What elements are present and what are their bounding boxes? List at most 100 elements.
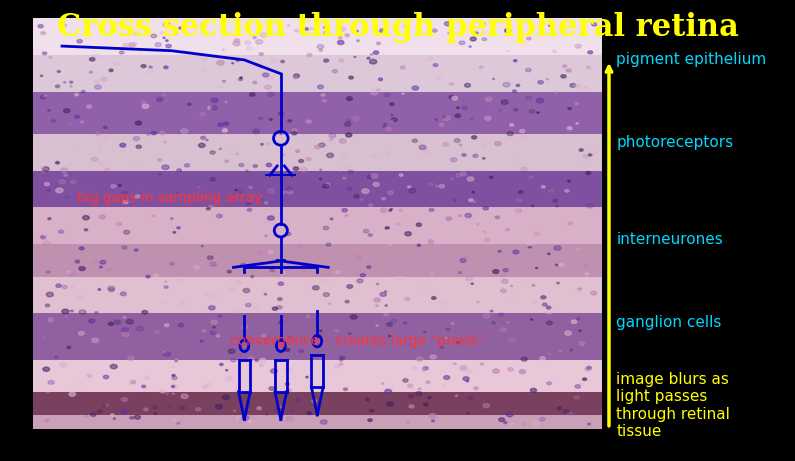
Circle shape [59, 180, 66, 184]
Circle shape [546, 79, 549, 80]
Circle shape [466, 277, 472, 281]
Circle shape [568, 127, 572, 130]
Circle shape [69, 392, 76, 396]
Circle shape [454, 139, 460, 142]
Circle shape [525, 68, 531, 72]
Circle shape [363, 230, 369, 233]
Circle shape [576, 103, 579, 105]
Circle shape [294, 29, 299, 32]
Circle shape [179, 27, 182, 29]
Circle shape [519, 370, 525, 374]
Circle shape [268, 92, 274, 96]
Circle shape [510, 296, 514, 298]
Circle shape [428, 396, 431, 398]
Circle shape [389, 336, 390, 337]
Circle shape [385, 389, 391, 393]
Circle shape [245, 41, 250, 45]
Circle shape [389, 210, 391, 211]
Circle shape [257, 407, 262, 410]
Text: ganglion cells: ganglion cells [616, 315, 722, 330]
Circle shape [172, 393, 175, 395]
Circle shape [374, 51, 378, 54]
Circle shape [226, 370, 228, 371]
Circle shape [502, 279, 508, 283]
Circle shape [95, 85, 101, 89]
Circle shape [432, 237, 440, 241]
Circle shape [201, 245, 204, 247]
Circle shape [504, 422, 507, 424]
Circle shape [443, 116, 446, 118]
Circle shape [260, 33, 267, 37]
Circle shape [153, 406, 157, 409]
Circle shape [424, 331, 426, 333]
Circle shape [583, 154, 588, 158]
Circle shape [130, 417, 134, 419]
Circle shape [45, 183, 49, 186]
Circle shape [289, 165, 293, 167]
Circle shape [408, 384, 413, 387]
Circle shape [476, 224, 479, 225]
Circle shape [163, 22, 170, 27]
Circle shape [219, 315, 222, 317]
Circle shape [265, 260, 267, 261]
Circle shape [261, 199, 264, 201]
Circle shape [235, 189, 237, 191]
Circle shape [176, 169, 181, 171]
Circle shape [149, 66, 153, 68]
Circle shape [43, 241, 50, 246]
Circle shape [88, 319, 95, 323]
Circle shape [357, 279, 363, 283]
Circle shape [467, 413, 469, 414]
Circle shape [211, 98, 218, 102]
Circle shape [503, 83, 510, 87]
Circle shape [517, 199, 522, 202]
Circle shape [90, 58, 95, 61]
Circle shape [266, 76, 273, 80]
Circle shape [46, 292, 53, 297]
Circle shape [81, 90, 85, 93]
Circle shape [239, 164, 244, 166]
Circle shape [64, 109, 70, 112]
Circle shape [84, 229, 87, 231]
Circle shape [111, 185, 116, 188]
Circle shape [508, 367, 514, 371]
Circle shape [464, 255, 468, 258]
Circle shape [79, 266, 85, 271]
Circle shape [385, 305, 387, 306]
Circle shape [171, 384, 177, 389]
Circle shape [568, 222, 572, 225]
Circle shape [440, 123, 443, 124]
Circle shape [299, 160, 304, 163]
Circle shape [339, 356, 345, 360]
Circle shape [62, 24, 67, 27]
Circle shape [547, 382, 552, 385]
Circle shape [87, 374, 91, 377]
Circle shape [429, 414, 436, 418]
Circle shape [329, 134, 335, 138]
Circle shape [91, 413, 96, 416]
Circle shape [164, 301, 167, 303]
Circle shape [59, 230, 64, 233]
Circle shape [204, 291, 210, 296]
Circle shape [43, 367, 49, 372]
Circle shape [423, 366, 429, 370]
Circle shape [270, 269, 274, 272]
Circle shape [391, 118, 398, 122]
Circle shape [94, 53, 100, 58]
Circle shape [285, 383, 289, 385]
Circle shape [210, 262, 216, 266]
Circle shape [506, 228, 510, 230]
Circle shape [175, 359, 178, 361]
Circle shape [109, 288, 114, 291]
Circle shape [576, 123, 579, 124]
Circle shape [448, 33, 450, 34]
Circle shape [413, 367, 417, 370]
Circle shape [519, 405, 522, 407]
Circle shape [238, 189, 243, 193]
Circle shape [402, 93, 404, 95]
Circle shape [77, 248, 80, 249]
Circle shape [265, 235, 267, 236]
Circle shape [202, 70, 206, 73]
Circle shape [319, 49, 323, 52]
Circle shape [165, 324, 169, 327]
